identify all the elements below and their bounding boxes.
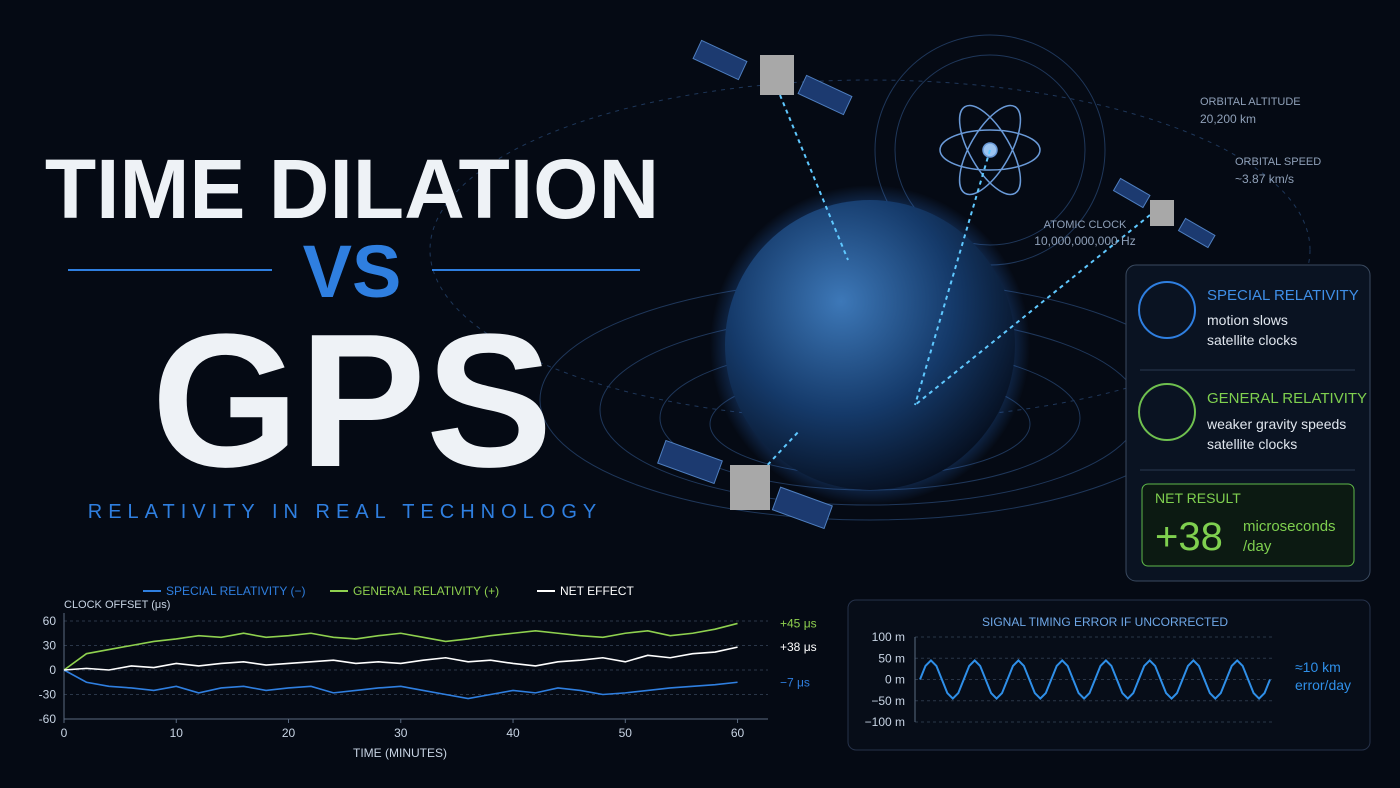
gps: GPS (151, 295, 552, 507)
y-tick-label: 50 m (878, 651, 905, 665)
x-axis-label: TIME (MINUTES) (353, 746, 447, 760)
info-panel: SPECIAL RELATIVITY motion slows satellit… (1125, 264, 1371, 582)
y-tick-label: -60 (39, 712, 57, 726)
series-line (63, 622, 738, 671)
end-label: −7 μs (780, 675, 810, 689)
orbit-value: ~3.87 km/s (1235, 172, 1294, 186)
net-unit: /day (1243, 538, 1272, 555)
orbit-label: ORBITAL ALTITUDE (1200, 96, 1301, 108)
atom-icon (939, 104, 1041, 196)
y-tick-label: −50 m (871, 694, 905, 708)
x-tick-label: 60 (731, 726, 745, 740)
end-label: +38 μs (780, 640, 817, 654)
legend-label: NET EFFECT (560, 584, 634, 598)
panel-text: satellite clocks (1207, 332, 1297, 348)
legend-label: GENERAL RELATIVITY (+) (353, 584, 499, 598)
net-box (1141, 483, 1355, 567)
x-tick-label: 0 (61, 726, 68, 740)
y-tick-label: 0 (49, 663, 56, 677)
net-heading: NET RESULT (1155, 490, 1241, 506)
x-tick-label: 30 (394, 726, 408, 740)
panel-text: weaker gravity speeds (1206, 416, 1346, 432)
panel-heading: SPECIAL RELATIVITY (1207, 287, 1359, 304)
y-tick-label: 30 (43, 639, 57, 653)
wave-annotation: error/day (1295, 677, 1351, 693)
vs: VS (303, 230, 402, 313)
wave-annotation: ≈10 km (1295, 659, 1341, 675)
y-tick-label: 100 m (872, 630, 905, 644)
orbit-label: ORBITAL SPEED (1235, 156, 1321, 168)
net-value: +38 (1155, 515, 1223, 559)
series-line (63, 669, 738, 700)
title: TIME DILATION (45, 142, 659, 236)
signal-beams (734, 94, 1151, 501)
earth (725, 200, 1015, 490)
panel-text: motion slows (1207, 312, 1288, 328)
orbit-value: 20,200 km (1200, 112, 1256, 126)
series-line (63, 646, 738, 671)
rocket-icon (1138, 281, 1196, 339)
y-axis-label: CLOCK OFFSET (μs) (64, 599, 170, 611)
x-tick-label: 10 (170, 726, 184, 740)
gravity-icon (1138, 383, 1196, 441)
panel-text: satellite clocks (1207, 436, 1297, 452)
panel-heading: GENERAL RELATIVITY (1207, 390, 1367, 407)
legend-label: SPECIAL RELATIVITY (−) (166, 584, 306, 598)
net-unit: microseconds (1243, 518, 1336, 535)
wave-line (919, 658, 1271, 701)
x-tick-label: 50 (619, 726, 633, 740)
y-tick-label: −100 m (865, 715, 905, 729)
end-label: +45 μs (780, 616, 817, 630)
clock-label: ATOMIC CLOCK (1044, 219, 1127, 231)
subtitle: RELATIVITY IN REAL TECHNOLOGY (88, 501, 602, 523)
y-tick-label: -30 (39, 688, 57, 702)
satellites (657, 39, 1216, 530)
y-tick-label: 60 (43, 614, 57, 628)
wave-title: SIGNAL TIMING ERROR IF UNCORRECTED (982, 615, 1228, 629)
x-tick-label: 20 (282, 726, 296, 740)
x-tick-label: 40 (506, 726, 520, 740)
y-tick-label: 0 m (885, 673, 905, 687)
clock-value: 10,000,000,000 Hz (1034, 234, 1135, 248)
